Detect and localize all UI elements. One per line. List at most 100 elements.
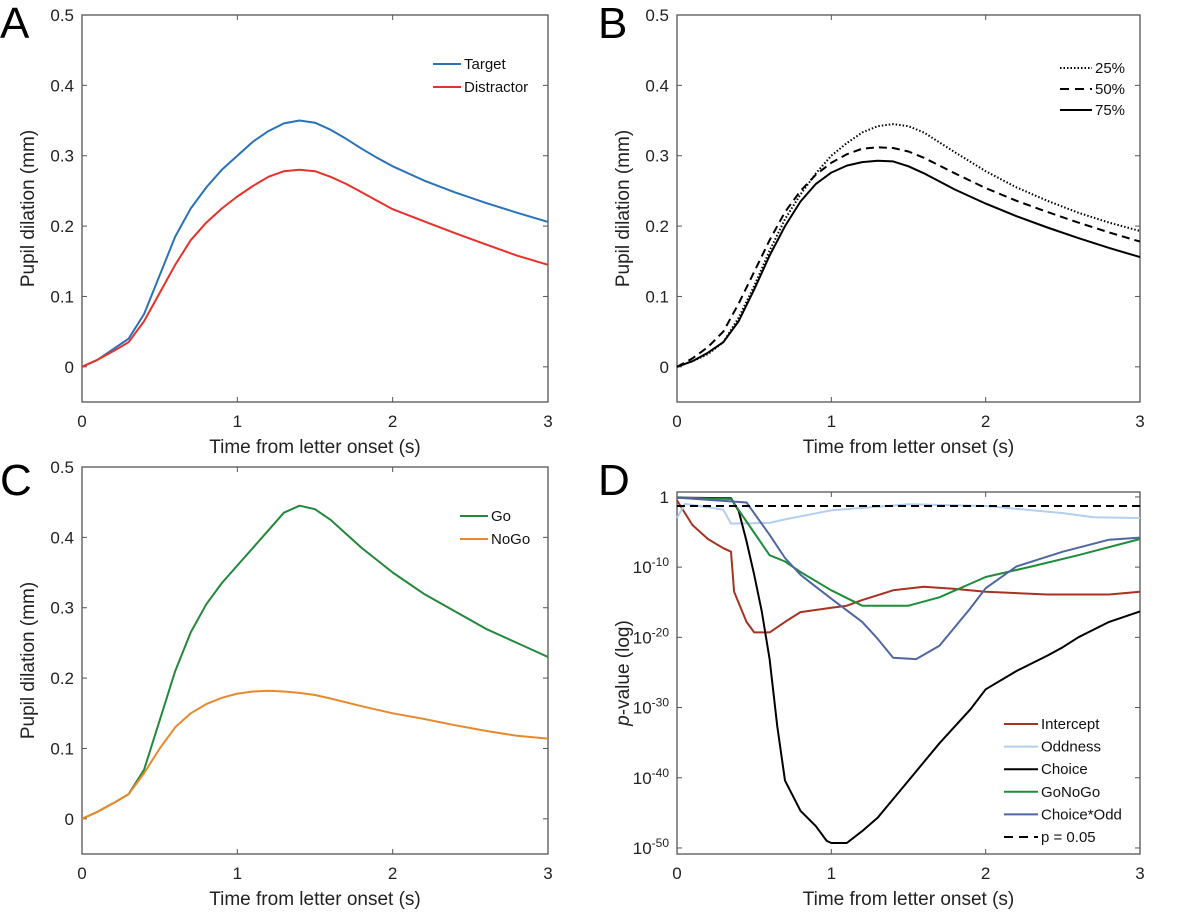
- x-tick-label: 3: [1135, 864, 1144, 883]
- y-tick-label: 0.1: [645, 287, 669, 306]
- axes-box: [81, 466, 549, 855]
- y-tick-label: 0.2: [50, 669, 74, 688]
- panel-b: B 0 1 2 3 0 0.1 0.2 0.3 0.4 0.5 Time from letter on…: [598, 0, 1145, 458]
- y-tick-label: 0.1: [50, 287, 74, 306]
- y-tick-exponent: -50: [652, 836, 670, 850]
- y-axis-title: Pupil dilation (mm): [613, 130, 634, 287]
- y-tick-label: 0.4: [50, 528, 74, 547]
- y-tick-label: 0.5: [50, 458, 74, 477]
- y-tick-label: 10-10: [633, 555, 670, 577]
- series-line-choice: [676, 496, 1141, 844]
- panel-letter: A: [0, 0, 30, 48]
- x-tick-label: 3: [543, 412, 552, 431]
- y-tick-exponent: -40: [652, 766, 670, 780]
- y-axis-title-text: Pupil dilation (mm): [18, 130, 39, 287]
- legend-label-oddness: Oddness: [1041, 739, 1101, 756]
- y-tick-label: 10-20: [633, 625, 670, 647]
- legend-label-nogo: NoGo: [491, 531, 530, 548]
- series-line-25: [676, 123, 1141, 368]
- series-line-choice-odd: [676, 496, 1141, 661]
- legend-label-p-0-05: p = 0.05: [1041, 829, 1096, 846]
- legend-label-distractor: Distractor: [464, 79, 528, 96]
- y-axis-title: Pupil dilation (mm): [18, 130, 39, 287]
- y-tick-base: 10: [633, 628, 652, 647]
- y-tick-label: 0.3: [50, 599, 74, 618]
- series-line-nogo: [81, 689, 549, 820]
- x-tick-label: 2: [388, 864, 397, 883]
- legend-label-choice-odd: Choice*Odd: [1041, 806, 1122, 823]
- y-tick-label: 0.3: [645, 147, 669, 166]
- x-axis-title: Time from letter onset (s): [803, 889, 1015, 910]
- y-axis-title: p-value (log): [613, 620, 634, 727]
- x-axis-title: Time from letter onset (s): [209, 437, 421, 458]
- y-axis-title: Pupil dilation (mm): [18, 582, 39, 739]
- series-line-oddness: [676, 502, 1141, 525]
- x-tick-label: 1: [827, 864, 836, 883]
- y-tick-label: 0.1: [50, 739, 74, 758]
- panel-a: A 0 1 2 3 0 0.1 0.2 0.3 0.4 0.5 Time from letter on…: [0, 0, 553, 458]
- x-tick-label: 2: [388, 412, 397, 431]
- y-tick-label: 0.4: [50, 76, 74, 95]
- y-tick-label: 10-30: [633, 696, 670, 718]
- legend-label-75: 75%: [1095, 102, 1125, 119]
- y-tick-label: 0: [65, 358, 74, 377]
- x-tick-label: 1: [827, 412, 836, 431]
- y-tick-label: 0.2: [50, 217, 74, 236]
- legend-label-target: Target: [464, 56, 507, 73]
- legend-label-go: Go: [491, 508, 511, 525]
- y-tick-base: 10: [633, 839, 652, 858]
- panel-letter: C: [0, 456, 32, 505]
- panel-letter: D: [598, 456, 630, 505]
- x-tick-label: 0: [672, 412, 681, 431]
- x-tick-label: 2: [981, 412, 990, 431]
- series-line-gonogo: [676, 496, 1141, 607]
- y-tick-label: 0.5: [645, 6, 669, 25]
- y-tick-label: 0: [660, 358, 669, 377]
- axes-box: [676, 491, 1141, 855]
- y-tick-label: 0.4: [645, 76, 669, 95]
- series-line-75: [676, 159, 1141, 368]
- y-tick-exponent: -10: [652, 555, 670, 569]
- x-tick-label: 0: [672, 864, 681, 883]
- y-tick-base: 1: [660, 488, 669, 507]
- y-tick-label: 0.5: [50, 6, 74, 25]
- series-line-distractor: [81, 168, 549, 368]
- y-tick-label: 0.3: [50, 147, 74, 166]
- y-axis-title-text: Pupil dilation (mm): [18, 582, 39, 739]
- x-tick-label: 3: [543, 864, 552, 883]
- y-axis-title-text: -value (log): [613, 620, 634, 715]
- legend-label-choice: Choice: [1041, 761, 1088, 778]
- x-tick-label: 0: [77, 412, 86, 431]
- legend-label-50: 50%: [1095, 81, 1125, 98]
- y-axis-title-italic: p: [613, 715, 634, 727]
- y-tick-label: 0: [65, 810, 74, 829]
- series-line-go: [81, 504, 549, 820]
- y-tick-label: 10-40: [633, 766, 670, 788]
- y-tick-label: 1: [660, 488, 669, 507]
- y-tick-exponent: -20: [652, 625, 670, 639]
- series-line-target: [81, 119, 549, 368]
- legend-label-intercept: Intercept: [1041, 716, 1100, 733]
- y-tick-base: 10: [633, 769, 652, 788]
- panel-c: C 0 1 2 3 0 0.1 0.2 0.3 0.4 0.5 Time from letter on…: [0, 456, 553, 910]
- panel-letter: B: [598, 0, 627, 48]
- x-tick-label: 1: [233, 412, 242, 431]
- x-tick-label: 1: [233, 864, 242, 883]
- x-axis-title: Time from letter onset (s): [209, 889, 421, 910]
- legend-label-gonogo: GoNoGo: [1041, 784, 1100, 801]
- x-tick-label: 3: [1135, 412, 1144, 431]
- x-tick-label: 0: [77, 864, 86, 883]
- y-tick-base: 10: [633, 699, 652, 718]
- series-line-50: [676, 146, 1141, 368]
- axes-box: [676, 14, 1141, 403]
- series-line-intercept: [676, 499, 1141, 634]
- x-tick-label: 2: [981, 864, 990, 883]
- y-tick-exponent: -30: [652, 696, 670, 710]
- y-tick-label: 10-50: [633, 836, 670, 858]
- y-tick-base: 10: [633, 558, 652, 577]
- y-tick-label: 0.2: [645, 217, 669, 236]
- axes-box: [81, 14, 549, 403]
- legend-label-25: 25%: [1095, 60, 1125, 77]
